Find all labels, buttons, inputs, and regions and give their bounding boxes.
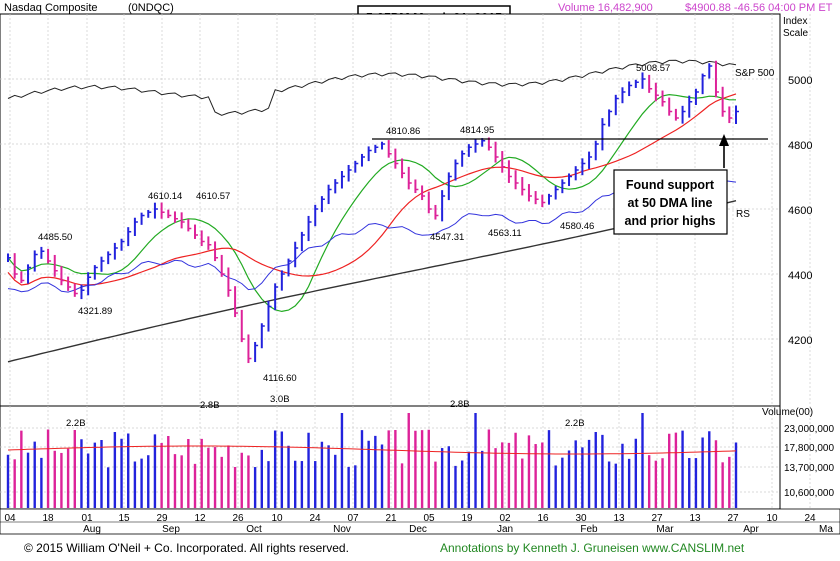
volume-annotation: 2.2B: [66, 418, 86, 429]
x-day-label: 13: [689, 513, 701, 524]
price-annotation: 4485.50: [38, 232, 72, 243]
rs-label: RS: [736, 209, 750, 220]
price-annotation: 5008.57: [636, 63, 670, 74]
ema-red-line: [7, 93, 737, 286]
x-day-label: 26: [232, 513, 244, 524]
x-day-label: 02: [499, 513, 511, 524]
sp500-line: [7, 59, 737, 116]
volume-tick-label: 17,800,000: [784, 443, 834, 454]
volume-tick-label: 23,000,000: [784, 424, 834, 435]
x-month-label: Jan: [497, 524, 513, 535]
x-day-label: 13: [613, 513, 625, 524]
callout-line-3: and prior highs: [625, 214, 716, 228]
volume-readout: Volume 16,482,900: [558, 2, 653, 14]
price-annotation: 4610.14: [148, 191, 182, 202]
x-day-label: 29: [156, 513, 168, 524]
y-tick-label: 4800: [788, 140, 812, 152]
x-axis-labels: 04 18 01 15 29 12 26 10 24 07 21 05 19 02 16 30 13 27 13 27…: [0, 513, 840, 535]
x-month-label: Dec: [409, 524, 427, 535]
price-annotation: 4610.57: [196, 191, 230, 202]
callout-line-1: Found support: [626, 178, 715, 192]
chart-title: Nasdaq Composite: [4, 2, 98, 14]
y-axis-labels: 4200 4400 4600 4800 5000 23,000,000 17,800,000…: [762, 75, 834, 499]
x-day-label: 24: [804, 513, 816, 524]
x-day-label: 15: [118, 513, 130, 524]
x-day-label: 21: [385, 513, 397, 524]
x-day-label: 18: [42, 513, 54, 524]
x-day-label: 30: [575, 513, 587, 524]
x-day-label: 10: [271, 513, 283, 524]
x-month-label: Feb: [580, 524, 598, 535]
y-tick-label: 4600: [788, 205, 812, 217]
x-axis-band: [0, 508, 840, 535]
y-tick-label: 5000: [788, 75, 812, 87]
price-readout: $4900.88 -46.56 04:00 PM ET: [685, 2, 833, 14]
x-day-label: 12: [194, 513, 206, 524]
x-day-label: 05: [423, 513, 435, 524]
x-month-label: Nov: [333, 524, 351, 535]
price-annotation: 4116.60: [263, 373, 297, 384]
x-day-label: 24: [309, 513, 321, 524]
volume-annotation: 2.2B: [565, 418, 585, 429]
x-day-label: 27: [727, 513, 739, 524]
volume-tick-label: 10,600,000: [784, 488, 834, 499]
chart-symbol: (0NDQC): [128, 2, 174, 14]
volume-title: Volume(00): [762, 407, 813, 418]
x-month-label: Aug: [83, 524, 101, 535]
x-day-label: 27: [651, 513, 663, 524]
x-month-label: Sep: [162, 524, 180, 535]
y-tick-label: 4400: [788, 270, 812, 282]
volume-tick-label: 13,700,000: [784, 463, 834, 474]
x-month-label: Ma: [819, 524, 833, 535]
sp500-label: S&P 500: [735, 68, 775, 79]
volume-average-line: [7, 445, 737, 455]
volume-annotation: 2.8B: [450, 399, 470, 410]
volume-bars: 2.2B 2.8B 3.0B 2.8B 2.2B: [6, 394, 738, 508]
copyright: © 2015 William O'Neil + Co. Incorporated…: [24, 541, 349, 555]
price-annotations: S&P 500 RS 4485.50 4321.89 4610.14 4610.57 411…: [38, 63, 775, 384]
x-month-label: Mar: [656, 524, 674, 535]
callout-line-2: at 50 DMA line: [628, 196, 713, 210]
volume-annotation: 2.8B: [200, 400, 220, 411]
price-bars: [7, 60, 739, 364]
callout-box: [613, 169, 728, 235]
price-annotation: 4814.95: [460, 125, 494, 136]
x-month-label: Apr: [743, 524, 759, 535]
annotation-credit: Annotations by Kenneth J. Gruneisen www.…: [440, 541, 745, 555]
price-annotation: 4547.31: [430, 232, 464, 243]
x-day-label: 19: [461, 513, 473, 524]
volume-annotation: 3.0B: [270, 394, 290, 405]
x-day-label: 10: [766, 513, 778, 524]
price-annotation: 4321.89: [78, 306, 112, 317]
sma50-line: [7, 93, 736, 313]
x-day-label: 16: [537, 513, 549, 524]
index-scale-label-2: Scale: [783, 28, 808, 39]
callout-arrow-head: [719, 134, 729, 146]
price-annotation: 4580.46: [560, 221, 594, 232]
x-day-label: 04: [4, 513, 16, 524]
x-day-label: 01: [81, 513, 93, 524]
price-annotation: 4810.86: [386, 126, 420, 137]
index-scale-label-1: Index: [783, 16, 807, 27]
y-tick-label: 4200: [788, 335, 812, 347]
x-month-label: Oct: [246, 524, 262, 535]
price-annotation: 4563.11: [488, 228, 522, 239]
x-day-label: 07: [347, 513, 359, 524]
